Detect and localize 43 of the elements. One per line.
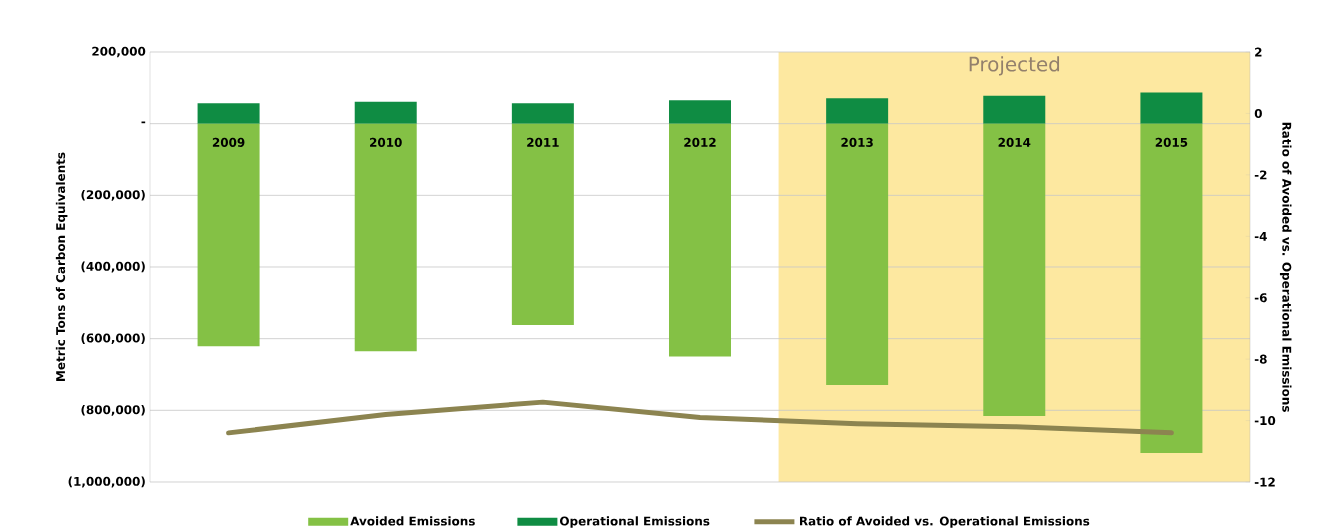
x-tick-label: 2015	[1155, 137, 1188, 147]
bar	[511, 103, 574, 124]
bar	[1140, 92, 1203, 124]
y-tick-label: (400,000)	[81, 261, 145, 273]
y-tick-label: (1,000,000)	[68, 476, 145, 488]
y2-tick-label: -6	[1254, 293, 1267, 303]
bar	[983, 123, 1046, 416]
x-tick-label: 2013	[841, 137, 873, 147]
x-tick-label: 2014	[998, 137, 1031, 147]
y-tick-label: (600,000)	[81, 333, 145, 344]
x-tick-label: 2012	[684, 137, 716, 147]
y-tick-label: -	[141, 121, 146, 124]
y-tick-label: 200,000	[92, 46, 146, 58]
bar	[669, 123, 731, 357]
y2-tick-label: -8	[1254, 354, 1267, 364]
bar	[826, 123, 889, 385]
legend-label: Operational Emissions	[559, 516, 710, 528]
bar	[511, 123, 574, 325]
y-tick-label: (800,000)	[81, 404, 145, 416]
y-axis-title: Metric Tons of Carbon Equivalents	[55, 152, 68, 381]
bar	[669, 100, 731, 124]
y2-axis-title: Ratio of Avoided vs. Operational Emissions	[1279, 122, 1292, 412]
line-series	[226, 399, 1174, 436]
bar	[826, 98, 889, 124]
legend-label: Avoided Emissions	[350, 516, 475, 526]
y2-tick-label: -2	[1254, 170, 1267, 180]
x-tick-label: 2011	[527, 137, 559, 147]
x-tick-label: 2009	[212, 137, 245, 147]
bar	[983, 95, 1046, 124]
y2-tick-label: -12	[1254, 477, 1275, 487]
y2-tick-label: -4	[1254, 231, 1267, 241]
y2-tick-label: 2	[1255, 47, 1262, 57]
bar	[1140, 123, 1203, 453]
y2-tick-label: 0	[1254, 108, 1262, 118]
y2-tick-label: -10	[1254, 415, 1276, 426]
legend-label: Ratio of Avoided vs. Operational Emissions	[799, 516, 1090, 528]
band-label: Projected	[969, 56, 1060, 76]
y-tick-label: (200,000)	[81, 189, 145, 201]
bar	[354, 123, 417, 352]
bar	[197, 103, 260, 124]
x-tick-label: 2010	[370, 137, 402, 147]
bar	[354, 101, 417, 124]
bar	[197, 123, 260, 347]
